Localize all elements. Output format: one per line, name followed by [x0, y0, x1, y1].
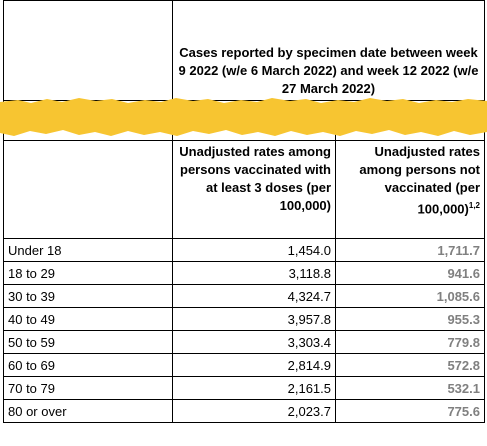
- blank-cell: [3, 0, 173, 101]
- not-vaccinated-rate-cell: 1,711.7: [335, 238, 485, 262]
- rates-table: Cases reported by specimen date between …: [3, 0, 485, 423]
- table-row: Under 18 1,454.0 1,711.7: [3, 238, 485, 262]
- not-vaccinated-rate-cell: 532.1: [335, 376, 485, 400]
- table-row: 30 to 39 4,324.7 1,085.6: [3, 284, 485, 308]
- column-header-vaccinated: Unadjusted rates among persons vaccinate…: [172, 140, 336, 239]
- table-row: 70 to 79 2,161.5 532.1: [3, 376, 485, 400]
- age-cell: 80 or over: [3, 399, 173, 423]
- footnote-marker: 1,2: [468, 201, 480, 210]
- age-cell: 18 to 29: [3, 261, 173, 285]
- not-vaccinated-rate-cell: 1,085.6: [335, 284, 485, 308]
- age-cell: 50 to 59: [3, 330, 173, 354]
- vaccinated-rate-cell: 2,161.5: [172, 376, 336, 400]
- column-header-row: Unadjusted rates among persons vaccinate…: [3, 140, 485, 239]
- table-body: Under 18 1,454.0 1,711.7 18 to 29 3,118.8 941…: [3, 238, 485, 423]
- age-cell: 70 to 79: [3, 376, 173, 400]
- vaccinated-rate-cell: 2,814.9: [172, 353, 336, 377]
- column-header-not-vaccinated: Unadjusted rates among persons not vacci…: [335, 140, 485, 239]
- caption-row: Cases reported by specimen date between …: [3, 0, 485, 101]
- not-vaccinated-rate-cell: 955.3: [335, 307, 485, 331]
- table-row: 18 to 29 3,118.8 941.6: [3, 261, 485, 285]
- not-vaccinated-rate-cell: 779.8: [335, 330, 485, 354]
- age-cell: 30 to 39: [3, 284, 173, 308]
- vaccinated-rate-cell: 3,957.8: [172, 307, 336, 331]
- not-vaccinated-rate-cell: 775.6: [335, 399, 485, 423]
- table-row: 50 to 59 3,303.4 779.8: [3, 330, 485, 354]
- not-vaccinated-rate-cell: 572.8: [335, 353, 485, 377]
- vaccinated-rate-cell: 2,023.7: [172, 399, 336, 423]
- table-row: 40 to 49 3,957.8 955.3: [3, 307, 485, 331]
- blank-cell: [3, 140, 173, 239]
- table-row: 80 or over 2,023.7 775.6: [3, 399, 485, 423]
- vaccinated-rate-cell: 1,454.0: [172, 238, 336, 262]
- age-cell: 40 to 49: [3, 307, 173, 331]
- vaccinated-rate-cell: 4,324.7: [172, 284, 336, 308]
- vaccinated-rate-cell: 3,118.8: [172, 261, 336, 285]
- not-vaccinated-rate-cell: 941.6: [335, 261, 485, 285]
- redacted-row: [3, 100, 485, 141]
- table-row: 60 to 69 2,814.9 572.8: [3, 353, 485, 377]
- vaccinated-rate-cell: 3,303.4: [172, 330, 336, 354]
- column-header-not-vaccinated-text: Unadjusted rates among persons not vacci…: [359, 144, 480, 217]
- age-cell: Under 18: [3, 238, 173, 262]
- table-caption: Cases reported by specimen date between …: [172, 0, 485, 101]
- age-cell: 60 to 69: [3, 353, 173, 377]
